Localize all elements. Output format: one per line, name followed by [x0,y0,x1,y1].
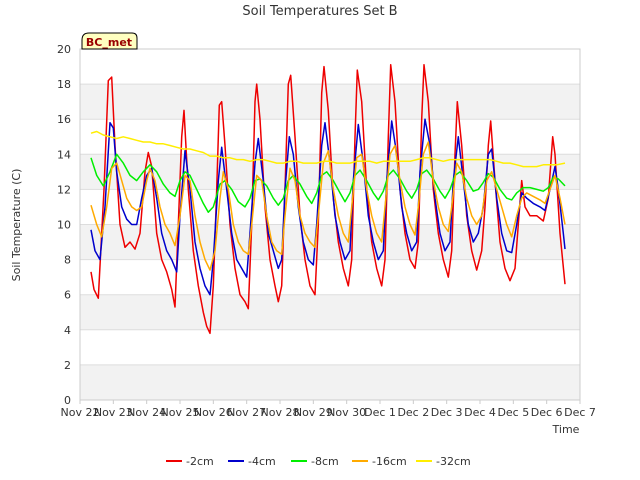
plot-band [80,84,580,120]
series-line-8cmcm-depth [90,153,566,213]
y-tick-label: 0 [64,394,71,407]
plot-band [80,364,580,400]
x-tick-label: Nov 24 [127,406,166,419]
x-tick-label: Nov 27 [227,406,266,419]
badge-box [81,32,138,50]
x-tick-label: Dec 2 [397,406,429,419]
series-lines [90,64,566,335]
legend-label: -32cm [436,455,471,468]
legend-label: -8cm [311,455,339,468]
badge-label: BC_met [86,36,132,49]
x-axis-label: Time [552,423,580,436]
x-tick-label: Dec 7 [564,406,596,419]
x-tick-label: Nov 25 [161,406,200,419]
x-tick-label: Nov 29 [294,406,333,419]
x-tick-label: Dec 1 [364,406,396,419]
x-tick-label: Nov 23 [94,406,133,419]
y-tick-label: 4 [64,324,71,337]
y-axis-label: Soil Temperature (C) [10,169,23,282]
series-line-16cmcm-depth [90,141,566,271]
x-tick-label: Nov 28 [261,406,300,419]
plot-frame [79,48,581,401]
legend-label: -2cm [186,455,214,468]
x-tick-label: Nov 26 [194,406,233,419]
site-badge: BC_met [81,32,138,50]
legend-label: -4cm [248,455,276,468]
y-tick-label: 8 [64,254,71,267]
y-tick-label: 12 [57,183,71,196]
plot-band [80,294,580,330]
y-tick-label: 14 [57,148,71,161]
x-tick-label: Dec 4 [464,406,496,419]
y-tick-label: 20 [57,43,71,56]
chart-title: Soil Temperatures Set B [242,4,397,19]
x-tick-label: Nov 30 [327,406,366,419]
series-line-32cmcm-depth [90,130,566,168]
plot-band [80,224,580,260]
legend: -2cm -4cm -8cm -16cm -32cm [166,455,471,468]
legend-label: -16cm [372,455,407,468]
y-tick-label: 16 [57,113,71,126]
x-tick-label: Nov 22 [61,406,100,419]
x-tick-label: Dec 3 [431,406,463,419]
y-tick-label: 2 [64,359,71,372]
x-tick-label: Dec 5 [497,406,529,419]
y-tick-labels: 0 2 4 6 8 10 12 14 16 18 20 [57,43,71,407]
y-tick-label: 10 [57,219,71,232]
series-line-2cmcm-depth [90,64,566,335]
y-tick-label: 6 [64,289,71,302]
x-tick-label: Dec 6 [531,406,563,419]
y-tick-label: 18 [57,78,71,91]
